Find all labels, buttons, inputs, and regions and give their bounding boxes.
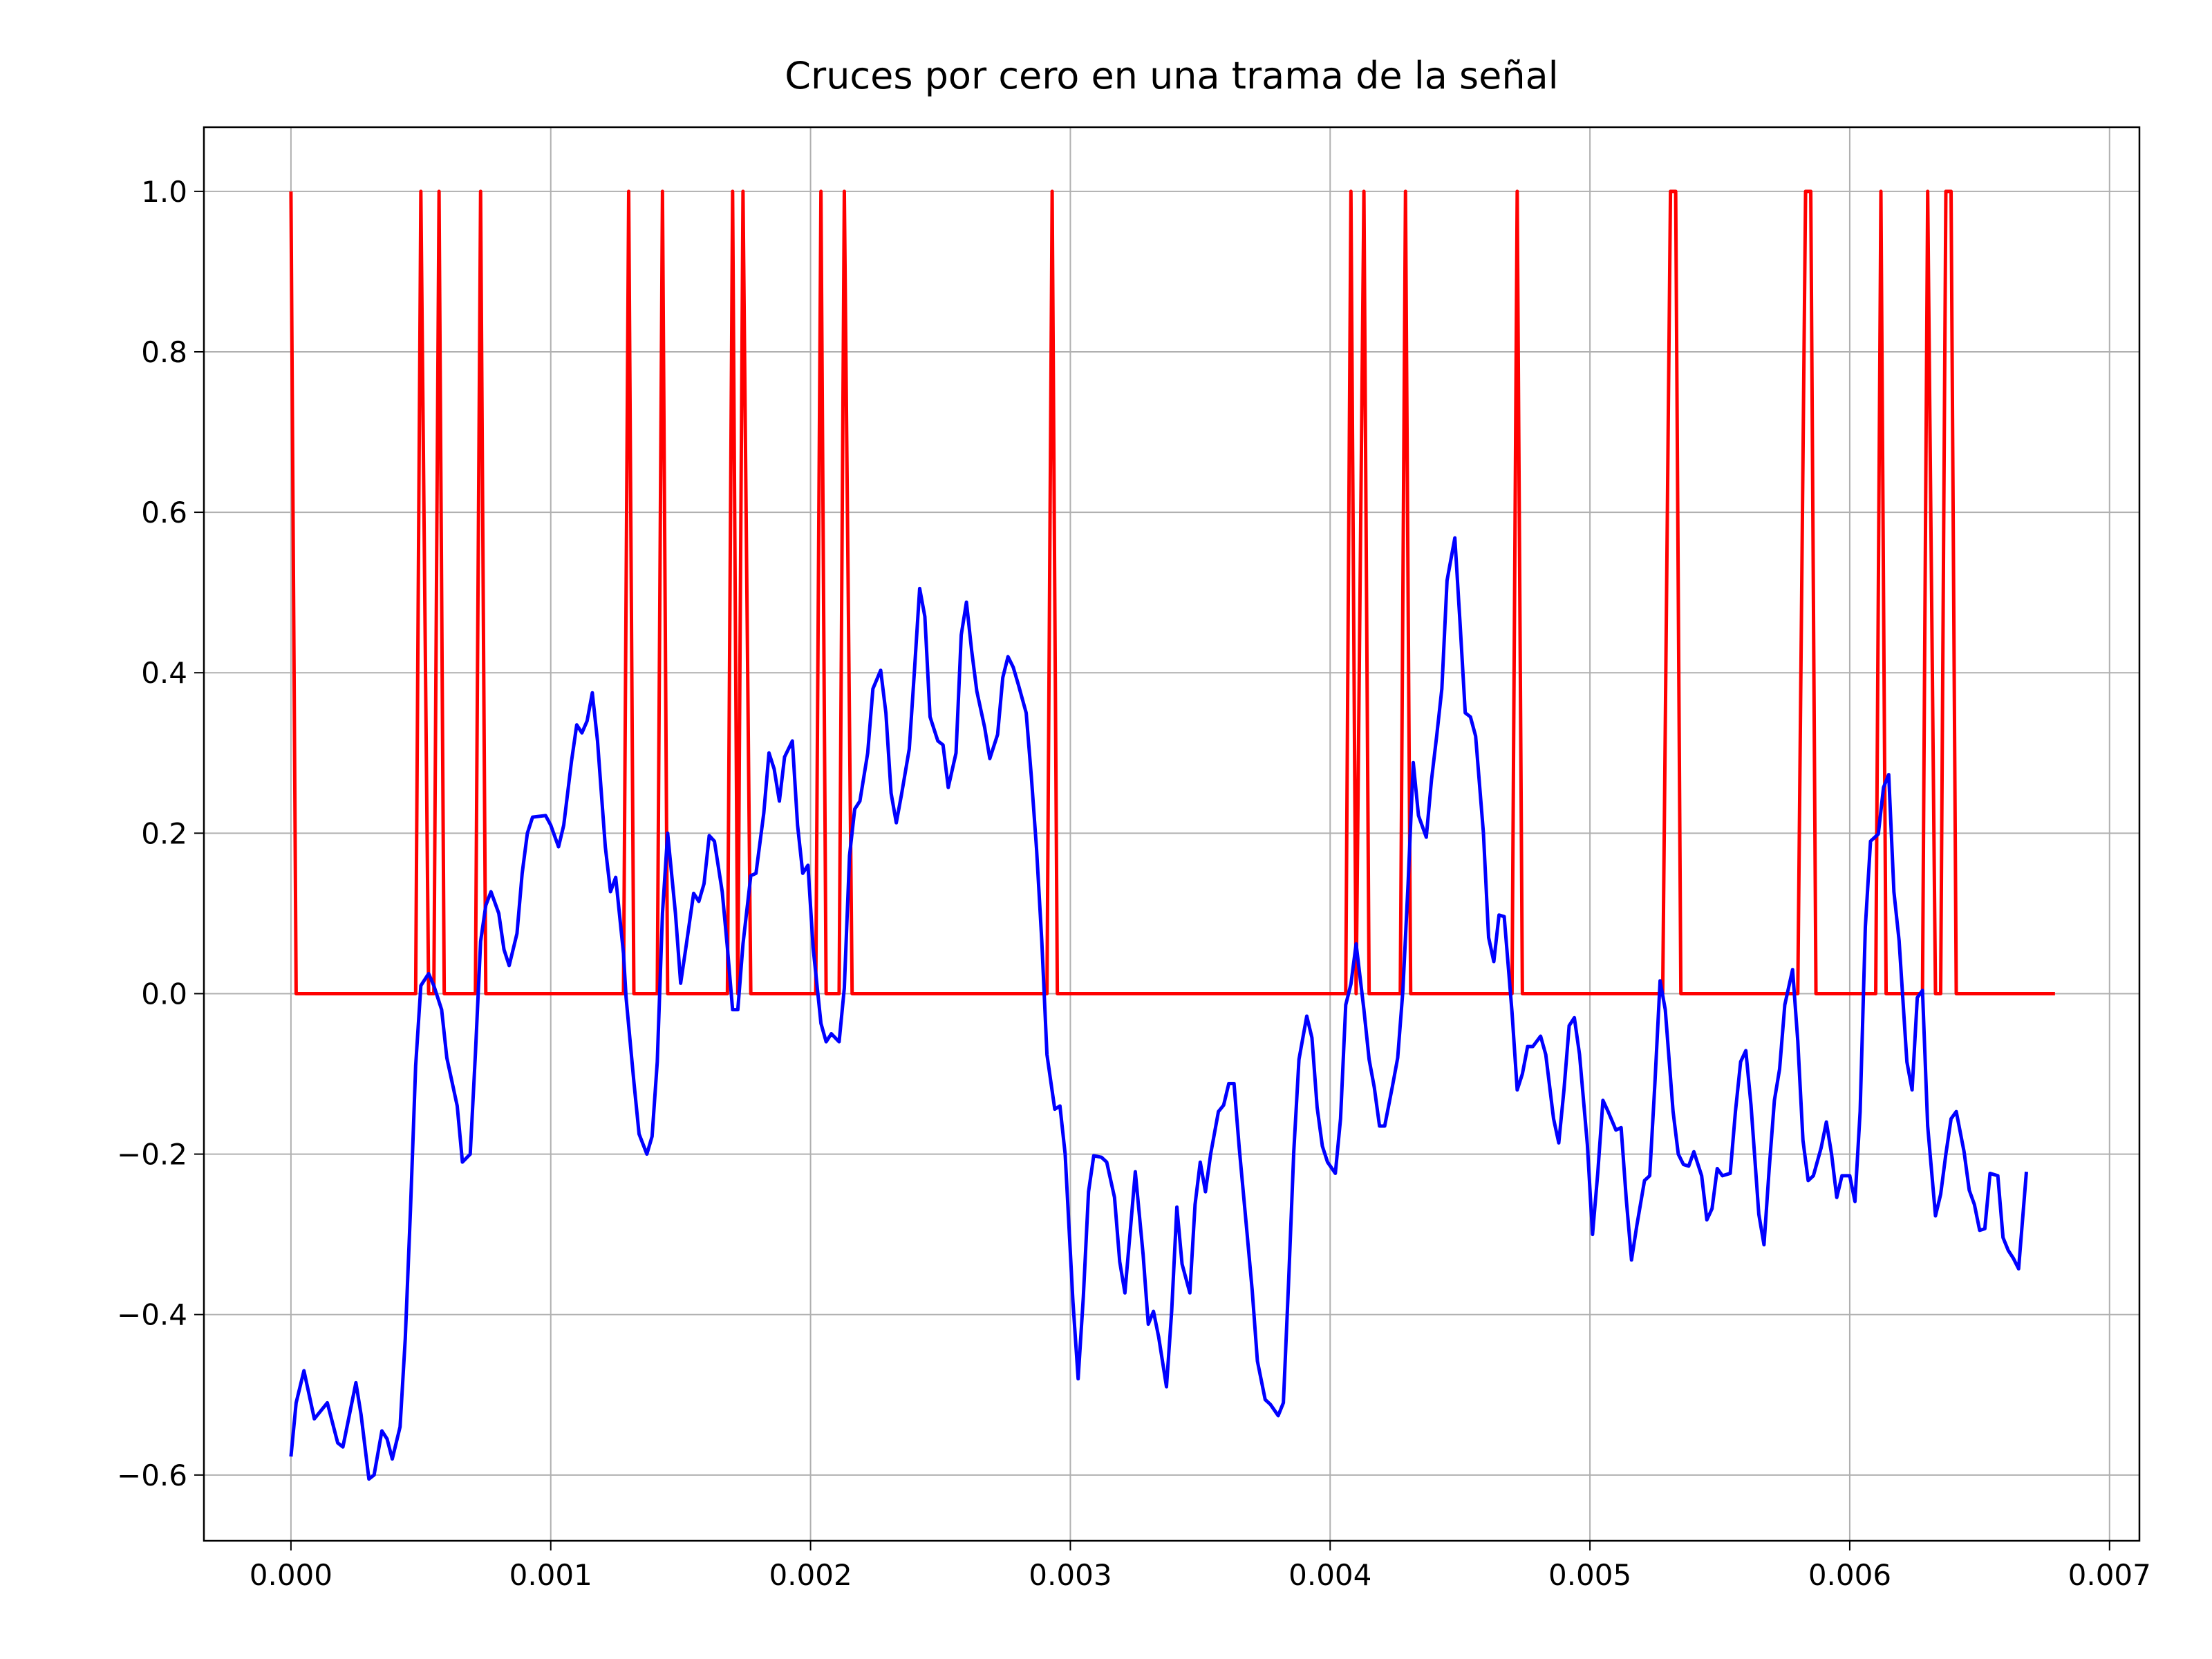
x-tick-label: 0.007 — [2068, 1558, 2151, 1592]
chart-title: Cruces por cero en una trama de la señal — [785, 54, 1558, 97]
x-tick-label: 0.002 — [769, 1558, 852, 1592]
y-tick-label: 1.0 — [141, 175, 187, 209]
x-tick-label: 0.006 — [1808, 1558, 1891, 1592]
x-tick-label: 0.000 — [250, 1558, 332, 1592]
y-tick-label: −0.6 — [117, 1459, 187, 1492]
x-tick-label: 0.001 — [509, 1558, 592, 1592]
x-tick-label: 0.003 — [1029, 1558, 1112, 1592]
y-tick-label: 0.6 — [141, 496, 187, 529]
x-tick-label: 0.004 — [1288, 1558, 1371, 1592]
series-line — [289, 536, 2029, 1481]
x-tick-label: 0.005 — [1548, 1558, 1631, 1592]
y-tick-label: 0.2 — [141, 816, 187, 850]
y-tick-label: −0.4 — [117, 1298, 187, 1332]
series-line — [289, 189, 2055, 995]
y-tick-label: 0.4 — [141, 656, 187, 690]
y-tick-label: 0.0 — [141, 977, 187, 1011]
plot-frame — [203, 126, 2141, 1542]
y-tick-label: −0.2 — [117, 1138, 187, 1172]
y-tick-label: 0.8 — [141, 335, 187, 369]
